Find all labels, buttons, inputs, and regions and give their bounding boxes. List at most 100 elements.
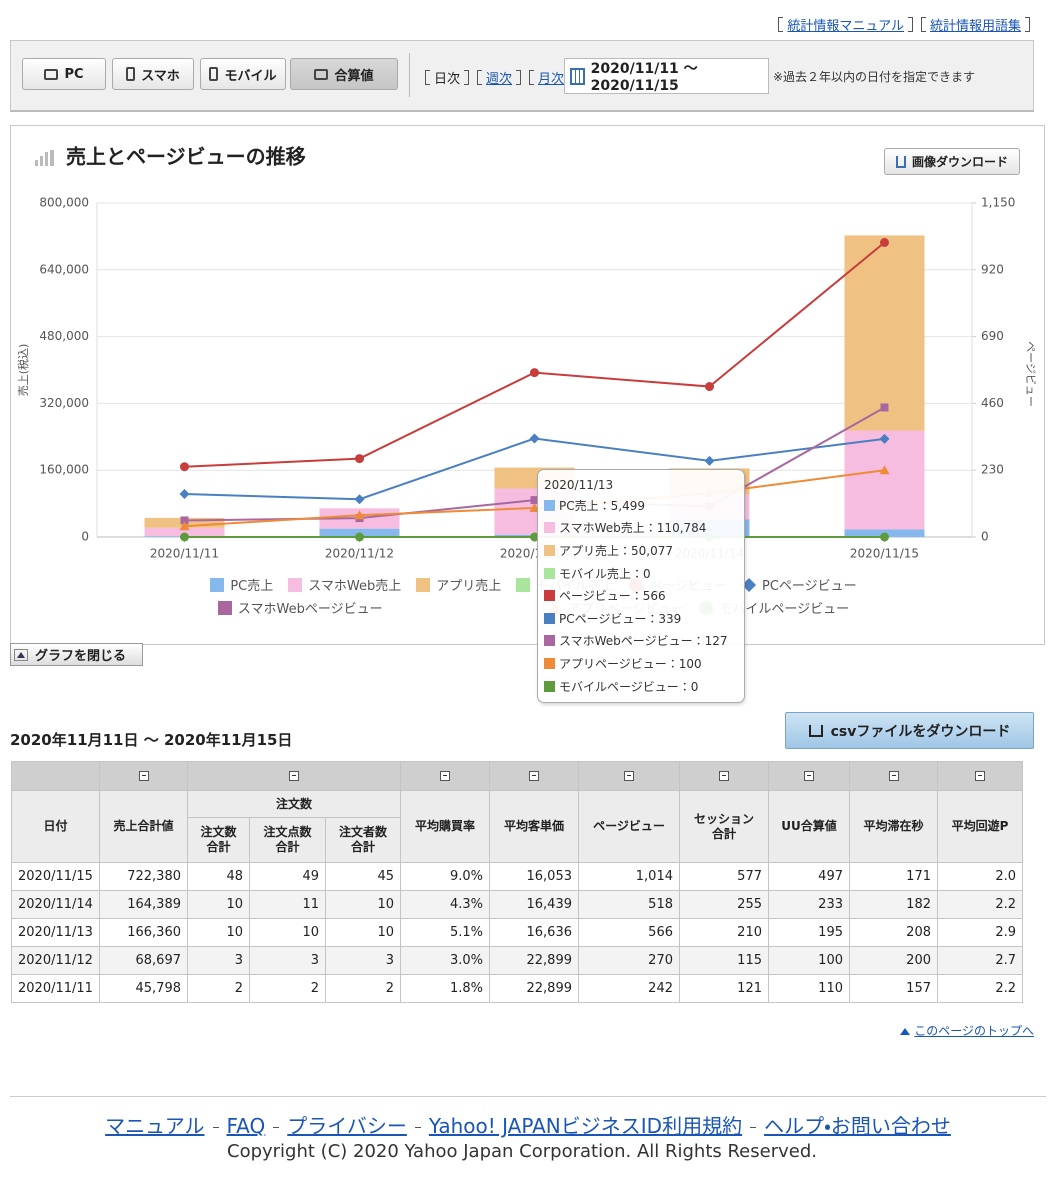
device-label: PC [64, 66, 84, 82]
cell: 22,899 [489, 946, 579, 975]
device-icon [314, 68, 329, 80]
legend-icon [217, 600, 232, 615]
line-marker [354, 494, 365, 505]
table-title: 2020年11月11日 〜 2020年11月15日 [10, 731, 293, 749]
cell: 48 [187, 862, 250, 891]
tooltip-swatch [544, 499, 555, 511]
device-button[interactable]: スマホ [112, 58, 194, 90]
tooltip: 2020/11/13 PC売上：5,499 スマホWeb売上：110,784 アプリ売… [537, 469, 745, 703]
tooltip-title: 2020/11/13 [544, 478, 614, 492]
period-link[interactable]: 月次 [538, 72, 565, 87]
collapse-cell [99, 761, 188, 791]
tooltip-swatch [544, 635, 555, 647]
cell: 2.2 [937, 974, 1023, 1003]
collapse-toggle[interactable] [975, 771, 985, 781]
line-marker [880, 237, 889, 247]
bar-segment [144, 527, 225, 537]
tooltip-row: アプリページビュー：100 [544, 652, 738, 675]
header-link[interactable]: 統計情報用語集 [929, 19, 1021, 34]
legend-label: PCページビュー [761, 579, 857, 594]
collapse-toggle[interactable] [804, 771, 814, 781]
cell: 2.2 [937, 890, 1023, 919]
line-marker [179, 489, 190, 500]
cell: 68,697 [99, 946, 188, 975]
link-text: このページのトップへ [914, 1024, 1034, 1038]
cell: 49 [249, 862, 326, 891]
x-tick-label: 2020/11/12 [325, 547, 394, 561]
tooltip-swatch [544, 567, 555, 579]
chart-title: 売上とページビューの推移 [66, 145, 306, 169]
footer-link[interactable]: FAQ [226, 1114, 266, 1138]
collapse-toggle[interactable] [624, 771, 634, 781]
collapse-toggle[interactable] [289, 771, 299, 781]
csv-download-button[interactable]: csvファイルをダウンロード [785, 712, 1034, 749]
device-icon [209, 67, 219, 81]
legend: PC売上スマホWeb売上アプリ売上モバイル売上ページビューPCページビュースマホ… [128, 575, 938, 617]
footer-link[interactable]: マニュアル [105, 1114, 205, 1138]
legend-item[interactable]: スマホWeb売上 [287, 575, 401, 594]
cell: 2.7 [937, 946, 1023, 975]
header-cell: 平均客単価 [489, 790, 579, 863]
collapse-toggle[interactable] [719, 771, 729, 781]
collapse-toggle[interactable] [138, 771, 149, 781]
footer-links: マニュアル FAQ プライバシー Yahoo! JAPANビジネスID利用規約 ヘルプ・… [0, 1110, 1056, 1139]
divider [409, 53, 410, 97]
y-tick-label: 640,000 [39, 262, 89, 276]
footer-link[interactable]: ヘルプ・お問い合わせ [764, 1114, 951, 1138]
legend-swatch [416, 577, 431, 592]
period-link[interactable]: 日次 [434, 72, 461, 87]
device-label: 合算値 [334, 68, 374, 84]
title-icon [35, 150, 54, 166]
header-links: 統計情報マニュアル 統計情報用語集 [774, 15, 1034, 34]
tooltip-row: スマホWeb売上：110,784 [544, 517, 738, 540]
page-top-link[interactable]: このページのトップへ [900, 1022, 1034, 1039]
device-icon [44, 68, 59, 80]
collapse-cell [768, 761, 850, 791]
header-cell: 注文数 [187, 790, 401, 818]
collapse-toggle[interactable] [888, 771, 899, 781]
bracket [464, 70, 470, 85]
cell: 10 [187, 918, 250, 947]
collapse-toggle[interactable] [529, 771, 539, 781]
header-cell: 日付 [11, 790, 100, 863]
cell: 3 [187, 946, 250, 975]
cell: 210 [679, 918, 769, 947]
legend-swatch [741, 577, 756, 592]
header-cell: 平均購買率 [400, 790, 490, 863]
line-marker [879, 433, 890, 444]
header-cell: 注文点数 合計 [249, 817, 326, 863]
cell: 10 [249, 918, 326, 947]
y2-tick-label: 690 [981, 329, 1004, 343]
image-download-button[interactable]: 画像ダウンロード [884, 148, 1020, 175]
cell: 208 [849, 918, 938, 947]
cell: 10 [325, 890, 401, 919]
chart: 売上とページビューの推移 0 160,000 320,000 480,000 640,0… [16, 145, 1037, 561]
legend-item[interactable]: スマホWebページビュー [217, 598, 383, 617]
cell: 566 [578, 918, 680, 947]
period-link[interactable]: 週次 [486, 72, 513, 87]
line-marker [530, 496, 539, 505]
date-field[interactable]: 2020/11/11 〜 2020/11/15 [564, 58, 769, 94]
line [184, 241, 886, 468]
legend-item[interactable]: アプリ売上 [415, 575, 501, 594]
legend-item[interactable]: PCページビュー [741, 575, 857, 594]
collapse-toggle[interactable] [440, 771, 450, 781]
close-chart-button[interactable]: グラフを閉じる [10, 643, 143, 666]
cell: 45,798 [99, 974, 188, 1003]
footer-link[interactable]: プライバシー [287, 1114, 407, 1138]
legend-swatch [210, 577, 225, 592]
cell: 195 [768, 918, 850, 947]
device-button[interactable]: 合算値 [290, 58, 398, 90]
tooltip-text: アプリ売上：50,077 [559, 543, 673, 558]
separator [212, 1127, 219, 1128]
cell: 2 [187, 974, 250, 1003]
header-link[interactable]: 統計情報マニュアル [787, 19, 904, 34]
cell: 242 [578, 974, 680, 1003]
y-axis-label: 売上(税込) [16, 344, 30, 397]
footer-link[interactable]: Yahoo! JAPANビジネスID利用規約 [428, 1114, 743, 1138]
device-button[interactable]: モバイル [200, 58, 286, 90]
line-marker [530, 532, 539, 542]
legend-item[interactable]: PC売上 [209, 575, 273, 594]
cell: 2020/11/12 [11, 946, 100, 975]
device-button[interactable]: PC [22, 58, 106, 90]
